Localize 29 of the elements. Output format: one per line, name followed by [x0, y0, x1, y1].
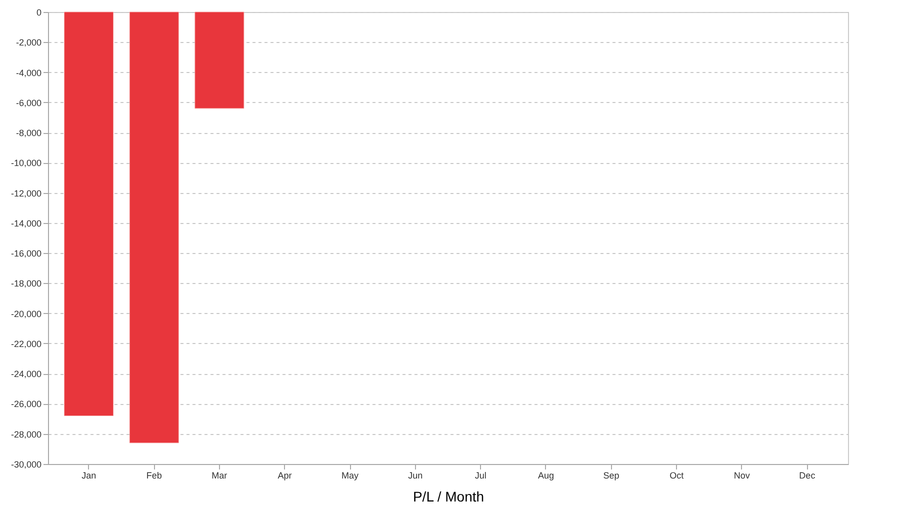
y-tick-label: -14,000 [10, 218, 42, 228]
x-tick-label: Aug [538, 470, 554, 480]
x-tick-label: Apr [278, 470, 292, 480]
x-tick-label: Nov [734, 470, 750, 480]
y-tick-label: 0 [36, 8, 42, 18]
x-tick-label: Jul [474, 470, 486, 480]
y-tick-label: -8,000 [16, 128, 42, 138]
y-tick-label: -10,000 [10, 158, 42, 168]
x-tick-label: Oct [670, 470, 684, 480]
y-tick-label: -20,000 [10, 308, 42, 319]
x-tick-label: May [342, 470, 360, 480]
y-tick-label: -12,000 [10, 188, 42, 198]
x-tick-label: Sep [603, 470, 620, 480]
y-tick-label: -4,000 [16, 68, 42, 78]
y-tick-label: -30,000 [10, 460, 42, 470]
y-tick-label: -28,000 [10, 429, 42, 440]
y-tick-label: -22,000 [10, 338, 42, 349]
x-tick-label: Mar [212, 470, 228, 480]
x-tick-label: Dec [799, 470, 816, 480]
x-axis-title: P/L / Month [412, 488, 484, 504]
y-tick-label: -26,000 [10, 399, 42, 410]
x-tick-label: Jun [408, 470, 423, 480]
y-tick-label: -2,000 [16, 38, 42, 48]
y-tick-label: -6,000 [16, 98, 42, 108]
x-tick-label: Jan [82, 470, 96, 480]
x-tick-label: Feb [146, 470, 162, 480]
y-tick-label: -18,000 [10, 278, 42, 289]
y-tick-label: -16,000 [10, 248, 42, 259]
y-tick-label: -24,000 [10, 369, 42, 380]
